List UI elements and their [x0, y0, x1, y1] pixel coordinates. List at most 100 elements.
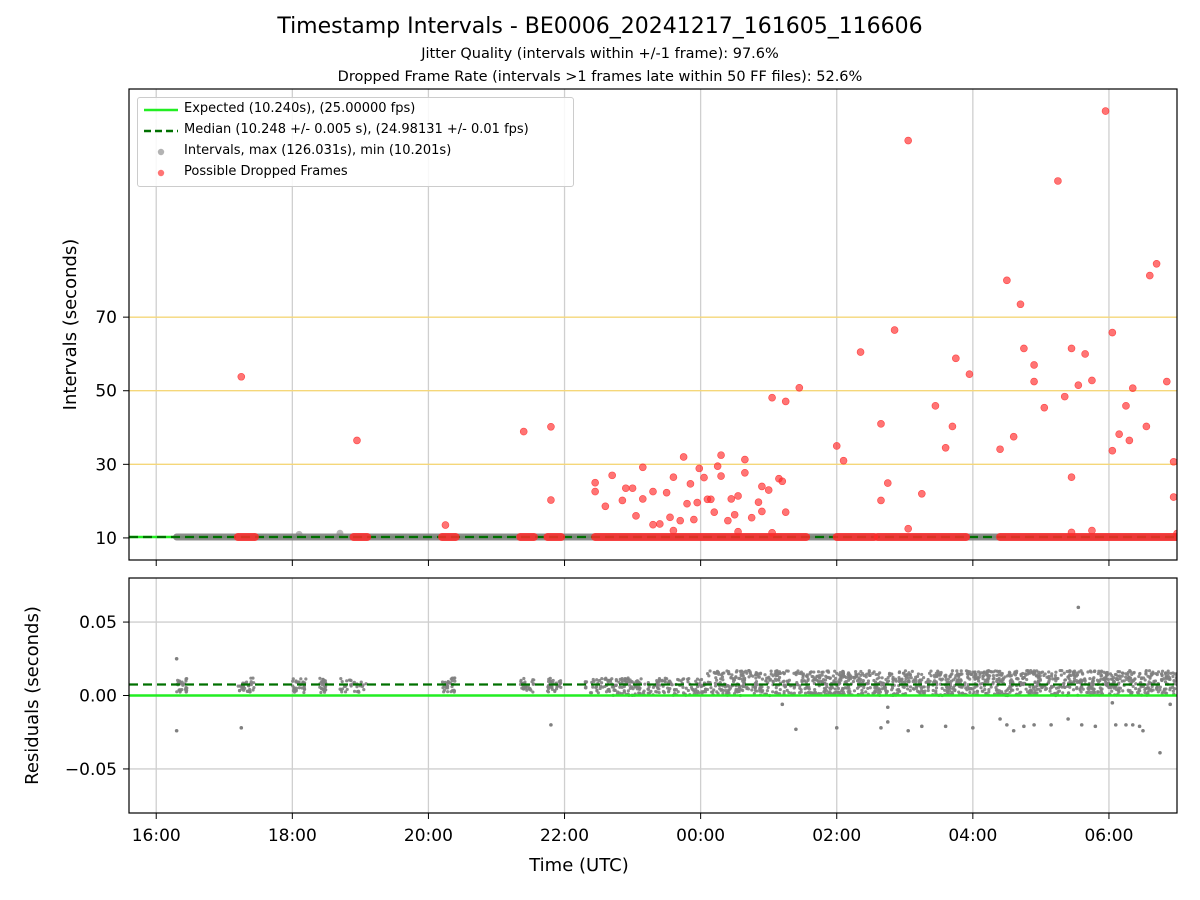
residual-point [752, 691, 756, 696]
residual-point [339, 677, 343, 681]
residual-point [669, 682, 673, 686]
residual-point [1061, 682, 1066, 686]
residual-point [294, 689, 298, 693]
residual-point [1054, 670, 1058, 674]
residual-point [886, 676, 890, 680]
residual-point [1137, 688, 1141, 692]
dropped-frame-point [1128, 384, 1137, 392]
residual-point [297, 686, 302, 690]
legend-label-dropped: Possible Dropped Frames [184, 164, 348, 179]
residual-point [1108, 672, 1113, 676]
residual-point [976, 670, 981, 674]
residual-point [519, 679, 523, 684]
residual-point [666, 686, 670, 690]
dropped-frame-point [768, 393, 776, 402]
residual-point [1139, 677, 1144, 681]
residual-point [251, 688, 255, 692]
residual-point [997, 676, 1001, 681]
residual-point [177, 688, 181, 692]
residual-point [291, 679, 295, 683]
residual-point [880, 676, 884, 680]
residual-point [1134, 687, 1138, 691]
time-x-tick-label: 18:00 [268, 826, 317, 846]
dropped-frame-point [1088, 526, 1096, 535]
residual-point [846, 678, 851, 682]
residual-point [440, 680, 445, 684]
residual-point [1171, 674, 1175, 679]
residual-point [739, 672, 743, 676]
residual-point [1168, 688, 1172, 692]
residual-point [525, 688, 529, 692]
residual-point [626, 676, 630, 680]
residual-point [637, 680, 641, 684]
residual-point [864, 675, 868, 679]
residual-point [1158, 685, 1162, 689]
residual-point [1116, 670, 1120, 674]
residual-point [914, 675, 918, 679]
residual-outlier-point [1113, 723, 1118, 727]
residual-point [1025, 677, 1029, 682]
dropped-frame-point [1030, 361, 1038, 369]
residual-point [1021, 676, 1025, 680]
residual-point [1034, 674, 1038, 678]
residual-point [922, 675, 926, 680]
residual-point [638, 686, 642, 690]
residual-point [1072, 676, 1077, 681]
residual-point [840, 686, 845, 691]
residual-point [1154, 671, 1158, 676]
residual-point [914, 684, 918, 689]
residual-outlier-point [1124, 723, 1128, 727]
residual-point [767, 675, 771, 679]
residual-point [236, 684, 240, 688]
residual-point [249, 680, 253, 684]
legend-item-intervals: Intervals, max (126.031s), min (10.201s) [138, 142, 573, 162]
residual-point [837, 673, 841, 677]
residual-point [760, 689, 764, 693]
dropped-frame-point [638, 463, 647, 472]
residual-point [1099, 688, 1103, 692]
residual-outlier-point [885, 720, 890, 724]
residual-point [810, 674, 814, 679]
residual-point [691, 687, 695, 692]
residual-point [760, 677, 765, 681]
residual-point [1112, 676, 1116, 680]
intervals-panel-frame [128, 88, 1178, 561]
residual-point [1024, 687, 1028, 691]
residual-point [858, 680, 862, 684]
residual-point [522, 676, 526, 681]
dropped-frame-point [1020, 344, 1028, 353]
residual-point [968, 677, 972, 681]
residual-point [1164, 691, 1169, 695]
residual-point [872, 670, 876, 674]
residual-point [550, 685, 554, 689]
residual-point [1143, 678, 1147, 682]
residual-point [880, 681, 884, 685]
residual-point [628, 686, 632, 691]
residual-point [1115, 677, 1119, 682]
residual-point [874, 672, 878, 677]
residual-point [792, 686, 796, 690]
dropped-frame-point [1101, 107, 1110, 115]
residual-outlier-point [834, 726, 839, 730]
dropped-frame-point [717, 472, 725, 480]
residual-point [865, 682, 869, 686]
residual-point [352, 689, 357, 693]
residual-point [968, 690, 972, 695]
residual-point [866, 686, 870, 691]
residual-point [845, 686, 849, 690]
residual-point [686, 688, 690, 693]
residual-point [710, 690, 714, 694]
residual-point [244, 680, 249, 684]
residual-point [919, 686, 924, 691]
residual-point [951, 685, 956, 690]
residual-outlier-point [1110, 701, 1115, 705]
residual-point [1074, 674, 1078, 678]
intervals-y-tick-label: 70 [95, 308, 117, 328]
residual-point [1132, 670, 1136, 675]
dropped-frame-point [931, 402, 940, 410]
residual-point [753, 681, 757, 685]
residual-point [442, 688, 447, 693]
residual-point [1160, 691, 1164, 695]
residual-point [757, 675, 761, 679]
